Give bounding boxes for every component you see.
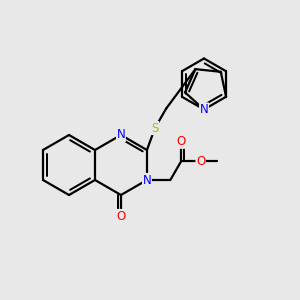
Text: N: N (200, 103, 208, 116)
Text: N: N (142, 173, 151, 187)
Text: S: S (151, 122, 159, 134)
Text: O: O (116, 209, 126, 223)
Text: N: N (117, 128, 125, 142)
Text: O: O (176, 135, 186, 148)
Text: O: O (196, 155, 205, 168)
